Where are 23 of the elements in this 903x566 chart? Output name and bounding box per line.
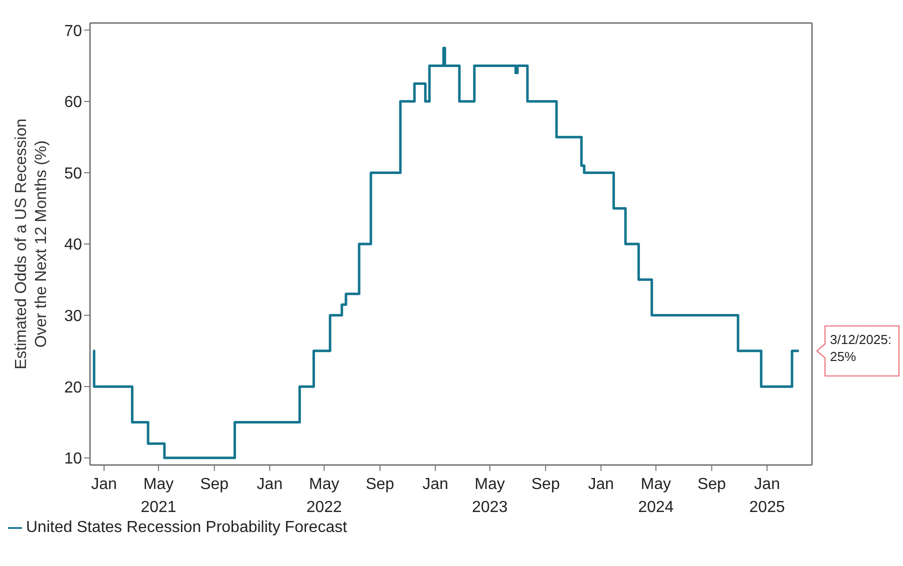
y-tick-label: 30 — [64, 308, 82, 325]
y-axis-title: Estimated Odds of a US Recession Over the Next 12 Months (%) — [13, 118, 50, 370]
y-tick-label: 10 — [64, 450, 82, 468]
x-tick-label: Jan — [422, 476, 448, 493]
x-tick-label: Jan 2025 — [749, 476, 785, 516]
x-tick-label: Jan — [256, 476, 283, 493]
y-tick-label: 40 — [64, 236, 82, 254]
x-tick-label: May 2022 — [306, 476, 342, 516]
y-tick-label: 70 — [64, 22, 82, 40]
x-tick-label: May 2024 — [638, 476, 674, 516]
x-tick-label: Sep — [531, 476, 560, 493]
y-tick-label: 60 — [64, 94, 82, 112]
y-tick-label: 20 — [64, 379, 82, 396]
x-tick-label: Jan — [588, 476, 614, 493]
y-tick-label: 50 — [64, 165, 82, 182]
legend-label: United States Recession Probability Forecast — [26, 519, 348, 536]
x-tick-label: May 2021 — [140, 476, 176, 516]
x-tick-label: Sep — [366, 476, 394, 493]
x-tick-label: Sep — [697, 476, 726, 493]
x-tick-label: Jan — [91, 476, 117, 493]
x-tick-label: May 2023 — [472, 476, 508, 516]
annotation: 3/12/2025: 25% — [830, 332, 892, 364]
x-tick-label: Sep — [200, 476, 229, 493]
